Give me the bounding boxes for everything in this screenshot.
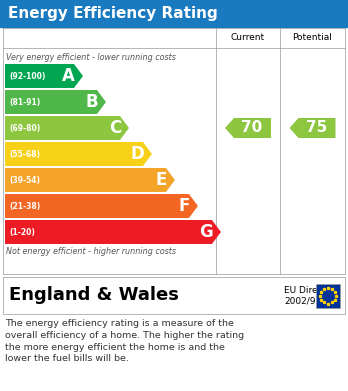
Text: (69-80): (69-80) <box>9 124 40 133</box>
Text: (55-68): (55-68) <box>9 149 40 158</box>
Text: Energy Efficiency Rating: Energy Efficiency Rating <box>8 6 218 21</box>
Polygon shape <box>5 168 175 192</box>
Polygon shape <box>5 90 106 114</box>
Text: A: A <box>62 67 75 85</box>
Text: (81-91): (81-91) <box>9 97 40 106</box>
Text: Potential: Potential <box>293 34 332 43</box>
Bar <box>0 0 348 27</box>
Text: (1-20): (1-20) <box>9 228 35 237</box>
Polygon shape <box>225 118 271 138</box>
Text: EU Directive
2002/91/EC: EU Directive 2002/91/EC <box>284 286 340 305</box>
Text: (92-100): (92-100) <box>9 72 45 81</box>
Bar <box>316 283 340 307</box>
Polygon shape <box>290 118 335 138</box>
Text: The energy efficiency rating is a measure of the
overall efficiency of a home. T: The energy efficiency rating is a measur… <box>5 319 244 363</box>
Text: B: B <box>85 93 98 111</box>
Text: Not energy efficient - higher running costs: Not energy efficient - higher running co… <box>6 248 176 256</box>
Polygon shape <box>5 64 83 88</box>
Text: Very energy efficient - lower running costs: Very energy efficient - lower running co… <box>6 52 176 61</box>
Text: G: G <box>199 223 213 241</box>
Bar <box>3 277 345 314</box>
Polygon shape <box>5 220 221 244</box>
Text: 70: 70 <box>242 120 263 136</box>
Text: (21-38): (21-38) <box>9 201 40 210</box>
Polygon shape <box>5 194 198 218</box>
Text: C: C <box>109 119 121 137</box>
Text: (39-54): (39-54) <box>9 176 40 185</box>
Text: E: E <box>156 171 167 189</box>
Polygon shape <box>5 142 152 166</box>
Polygon shape <box>5 116 129 140</box>
Text: 75: 75 <box>306 120 327 136</box>
Text: Current: Current <box>231 34 265 43</box>
Text: D: D <box>130 145 144 163</box>
Text: England & Wales: England & Wales <box>9 287 179 305</box>
Text: F: F <box>179 197 190 215</box>
